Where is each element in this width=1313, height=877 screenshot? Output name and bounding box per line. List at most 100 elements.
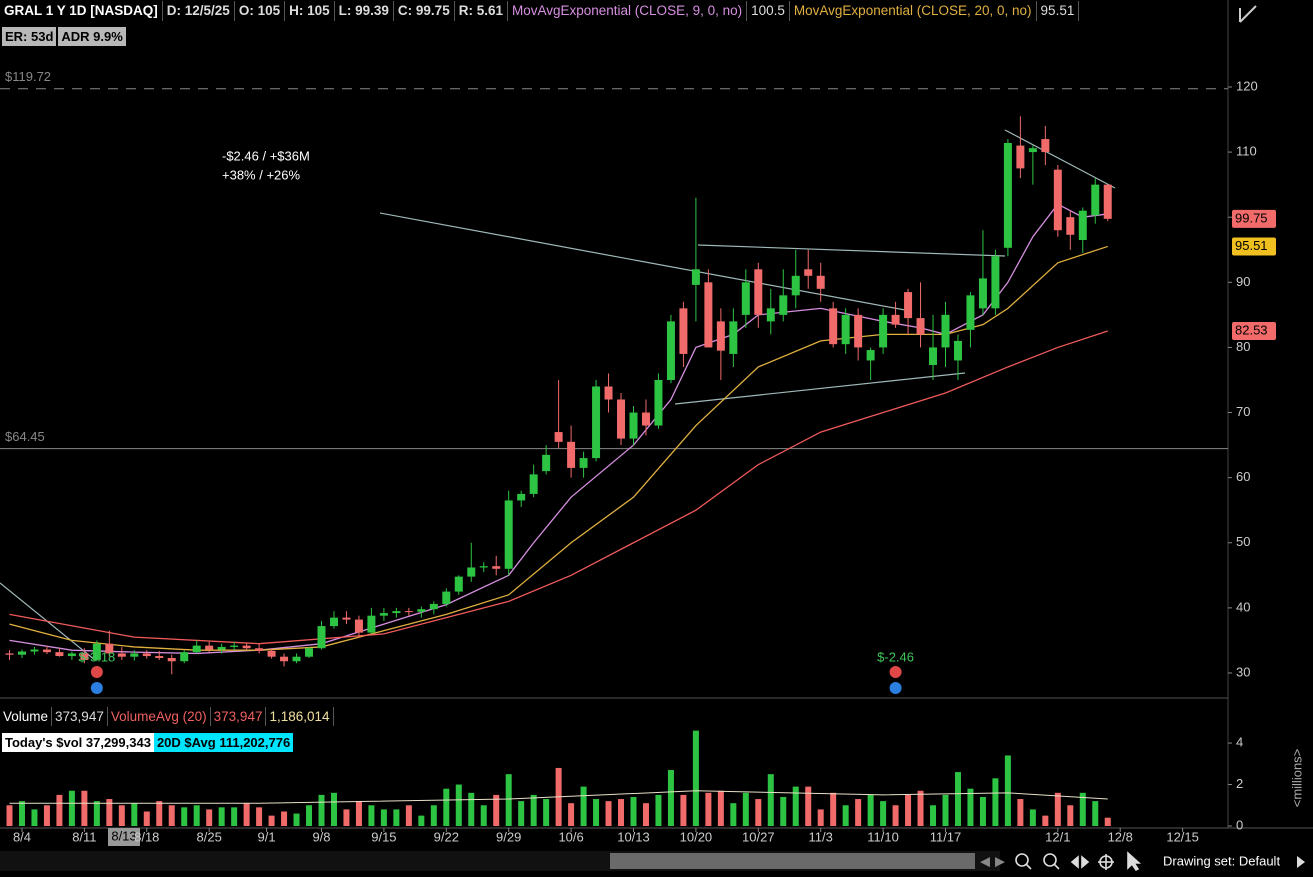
candle-body	[142, 653, 151, 657]
candle-body	[716, 321, 725, 351]
volume-bar	[767, 774, 774, 826]
y-axis-label: <millions>	[1289, 749, 1304, 808]
y-tick-label: 80	[1236, 339, 1250, 354]
moving-average	[9, 245, 1108, 651]
candle-body	[329, 617, 338, 627]
candle-body	[167, 657, 176, 662]
trendline	[697, 244, 1006, 257]
price-level-label: $119.72	[5, 69, 51, 84]
volume-bar	[206, 809, 213, 826]
candle-body	[67, 653, 76, 657]
candle-body	[117, 653, 126, 657]
candle-body	[5, 653, 14, 655]
drawing-set[interactable]: Drawing set: Default	[1163, 853, 1280, 868]
candle-body	[1003, 142, 1012, 248]
annotation: +38% / +26%	[222, 167, 300, 182]
volume-bar	[380, 809, 387, 826]
y-tick-label: 4	[1236, 735, 1243, 750]
volume-bar	[1067, 805, 1074, 826]
volume-bar	[792, 786, 799, 826]
candle-body	[567, 441, 576, 468]
last-value-box	[1232, 237, 1276, 256]
scroll-right[interactable]: ▶	[995, 853, 1005, 868]
volume-bar	[518, 801, 525, 826]
y-tick-label: 0	[1236, 817, 1243, 832]
candle-body	[978, 278, 987, 309]
candle-body	[891, 314, 900, 325]
volume-bar	[530, 794, 537, 826]
candle-body	[17, 651, 26, 655]
candle-body	[941, 314, 950, 348]
ema20-name: MovAvgExponential (CLOSE, 20, 0, no)	[790, 1, 1037, 21]
volume-bar	[443, 788, 450, 826]
volume-bar	[468, 792, 475, 826]
candle-body	[205, 645, 214, 650]
last-value-box	[1232, 321, 1276, 340]
candle-body	[1066, 217, 1075, 235]
last-value-label: 99.75	[1235, 210, 1268, 225]
volume-bar	[830, 792, 837, 826]
scroll-left[interactable]: ◀	[980, 853, 990, 868]
candle-body	[130, 653, 139, 657]
volume-bar	[992, 778, 999, 826]
candle-body	[1053, 169, 1062, 231]
candle-body	[804, 269, 813, 276]
volume-bar	[942, 794, 949, 826]
last-value-label: 95.51	[1235, 238, 1268, 253]
candle-body	[904, 292, 913, 319]
candle-body	[504, 500, 513, 569]
candle-body	[829, 308, 838, 345]
expand-icon[interactable]	[1297, 856, 1305, 868]
pan-tool[interactable]	[1070, 855, 1090, 869]
volume-bar	[1042, 815, 1049, 826]
volume-bar	[543, 799, 550, 826]
scrollbar-thumb[interactable]	[610, 853, 975, 869]
x-tick-label: 8/25	[197, 829, 222, 844]
volume-bar	[455, 784, 462, 826]
volume-bar	[293, 813, 300, 826]
symbol[interactable]: GRAL 1 Y 1D [NASDAQ]	[0, 1, 163, 21]
chart-header: GRAL 1 Y 1D [NASDAQ] D: 12/5/25 O: 105 H…	[0, 0, 1080, 22]
zoom-out[interactable]	[1015, 853, 1029, 867]
pointer-tool[interactable]	[1127, 851, 1142, 872]
candle-body	[966, 295, 975, 330]
candle-body	[392, 611, 401, 614]
candle-body	[442, 591, 451, 604]
volume-bar	[243, 803, 250, 826]
candle-body	[255, 648, 264, 651]
candle-body	[617, 399, 626, 439]
last-value-label: 82.53	[1235, 322, 1268, 337]
candle-body	[267, 650, 276, 657]
candle-body	[629, 412, 638, 439]
avg-20d: 20D $Avg 111,202,776	[153, 733, 294, 752]
candle-body	[529, 474, 538, 494]
volume-bar	[593, 799, 600, 826]
x-tick-label: 11/3	[809, 829, 833, 844]
earnings-label: $-3.18	[78, 649, 115, 664]
zoom-in[interactable]	[1043, 853, 1057, 867]
candle-body	[554, 432, 563, 442]
y-tick-label: 2	[1236, 776, 1243, 791]
volume-bar	[742, 792, 749, 826]
volume-bar	[131, 803, 138, 826]
candle-body	[479, 566, 488, 568]
candle-body	[30, 649, 39, 652]
candle-body	[1078, 210, 1087, 240]
earnings-icon	[90, 666, 103, 678]
candle-body	[841, 314, 850, 345]
header-range: R: 5.61	[455, 1, 508, 21]
candle-body	[404, 611, 413, 613]
volume-bar	[106, 799, 113, 826]
candle-body	[791, 275, 800, 296]
volume-bar	[355, 801, 362, 826]
today-vol: Today's $vol 37,299,343	[2, 733, 154, 752]
style-icon[interactable]	[1239, 5, 1257, 23]
dividend-icon	[90, 682, 103, 694]
y-tick-label: 30	[1236, 664, 1250, 679]
volume-bar	[368, 805, 375, 826]
volume-bar	[31, 809, 38, 826]
earnings-icon	[889, 666, 902, 678]
candle-body	[953, 340, 962, 361]
